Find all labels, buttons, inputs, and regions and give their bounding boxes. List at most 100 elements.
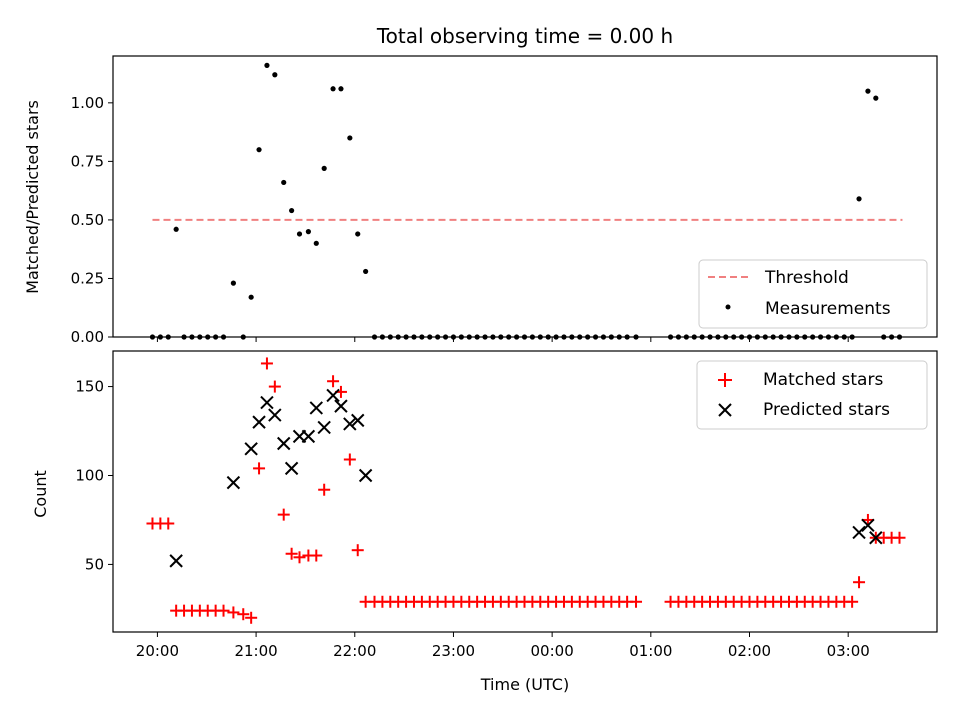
measurement-point <box>624 334 630 340</box>
measurement-point <box>786 334 792 340</box>
ratio-y-tick-label: 0.00 <box>71 328 104 346</box>
ratio-y-tick-label: 0.25 <box>71 269 104 287</box>
measurement-point <box>521 334 528 340</box>
predicted-star-point <box>309 401 323 415</box>
measurement-point <box>856 196 862 202</box>
predicted-star-point <box>317 420 331 435</box>
measurement-point <box>371 334 378 340</box>
measurement-point <box>173 226 179 232</box>
measurement-point <box>817 334 824 340</box>
measurement-point <box>220 334 227 340</box>
ratio-y-ticks: 0.00 0.25 0.50 0.75 1.00 <box>71 94 113 346</box>
measurement-point <box>506 334 512 340</box>
legend-threshold-label: Threshold <box>764 268 849 288</box>
measurement-point <box>514 334 520 340</box>
legend-matched-label: Matched stars <box>763 370 883 390</box>
measurement-point <box>205 334 211 340</box>
predicted-star-point <box>268 408 282 422</box>
matched-star-point <box>277 508 290 521</box>
measurement-point <box>592 334 599 340</box>
predicted-star-point <box>244 442 258 456</box>
legend-predicted-swatch <box>718 403 732 417</box>
count-y-ticks: 50 100 150 <box>75 378 113 573</box>
measurement-point <box>537 334 543 340</box>
x-axis-label: Time (UTC) <box>480 675 569 694</box>
matched-star-point <box>162 517 175 530</box>
measurement-point <box>347 135 353 141</box>
measurement-point <box>450 334 457 340</box>
chart-title: Total observing time = 0.00 h <box>376 24 673 48</box>
count-x-tick-label: 22:00 <box>333 642 376 660</box>
measurement-point <box>723 334 729 340</box>
measurement-point <box>553 334 559 340</box>
measurement-point <box>213 334 219 340</box>
measurement-point <box>865 88 871 94</box>
predicted-star-point <box>852 525 866 540</box>
measurement-point <box>305 229 311 235</box>
measurement-point <box>802 334 808 340</box>
measurement-point <box>691 334 697 340</box>
matched-star-point <box>318 483 331 496</box>
measurement-point <box>794 334 800 340</box>
measurement-point <box>881 334 887 340</box>
predicted-star-point <box>277 436 291 451</box>
measurement-point <box>289 207 295 214</box>
measurement-point <box>896 334 903 340</box>
ratio-legend-box <box>698 259 928 329</box>
measurement-point <box>165 334 171 340</box>
measurement-point <box>585 334 591 340</box>
measurements-points <box>149 62 903 340</box>
predicted-stars-points <box>169 388 883 568</box>
measurement-point <box>240 334 246 340</box>
measurement-point <box>561 334 567 340</box>
measurement-point <box>395 334 401 340</box>
count-axes-frame <box>112 350 938 633</box>
count-x-tick-label: 00:00 <box>531 642 574 660</box>
measurement-point <box>841 334 847 340</box>
measurement-point <box>849 334 855 340</box>
measurement-point <box>762 334 768 340</box>
matched-star-point <box>285 547 298 560</box>
matched-star-point <box>310 549 323 562</box>
measurement-point <box>482 334 488 340</box>
predicted-star-point <box>861 518 875 532</box>
measurement-point <box>296 231 303 237</box>
measurement-point <box>313 240 319 246</box>
matched-star-point <box>227 606 240 619</box>
measurement-point <box>600 334 607 340</box>
matched-star-point <box>351 544 364 557</box>
measurement-point <box>683 334 689 340</box>
measurement-point <box>889 334 895 340</box>
count-x-tick-label: 23:00 <box>432 642 475 660</box>
measurement-point <box>833 334 839 340</box>
measurement-point <box>442 334 449 340</box>
measurement-point <box>490 334 496 340</box>
count-y-tick-label: 50 <box>85 555 104 573</box>
measurement-point <box>577 334 583 340</box>
matched-star-point <box>237 608 250 621</box>
measurement-point <box>189 334 195 340</box>
legend-matched-swatch <box>718 373 732 387</box>
measurement-point <box>545 334 551 340</box>
measurement-point <box>770 334 776 340</box>
measurement-point <box>667 334 674 340</box>
measurement-point <box>474 334 480 340</box>
measurement-point <box>387 334 393 340</box>
measurement-point <box>498 334 504 340</box>
ratio-y-tick-label: 0.50 <box>71 211 104 229</box>
predicted-star-point <box>358 468 373 483</box>
measurement-point <box>435 334 441 340</box>
measurement-point <box>157 334 163 340</box>
predicted-star-point <box>252 415 266 429</box>
matched-stars-points <box>146 357 906 624</box>
predicted-star-point <box>260 395 274 410</box>
measurement-point <box>264 62 270 68</box>
measurement-point <box>230 280 236 286</box>
measurement-point <box>321 165 327 171</box>
measurement-point <box>739 334 745 340</box>
count-x-tick-label: 20:00 <box>136 642 179 660</box>
count-x-ticks: 20:00 21:00 22:00 23:00 00:00 01:00 02:00 03:00 <box>136 632 870 660</box>
measurement-point <box>181 334 187 340</box>
